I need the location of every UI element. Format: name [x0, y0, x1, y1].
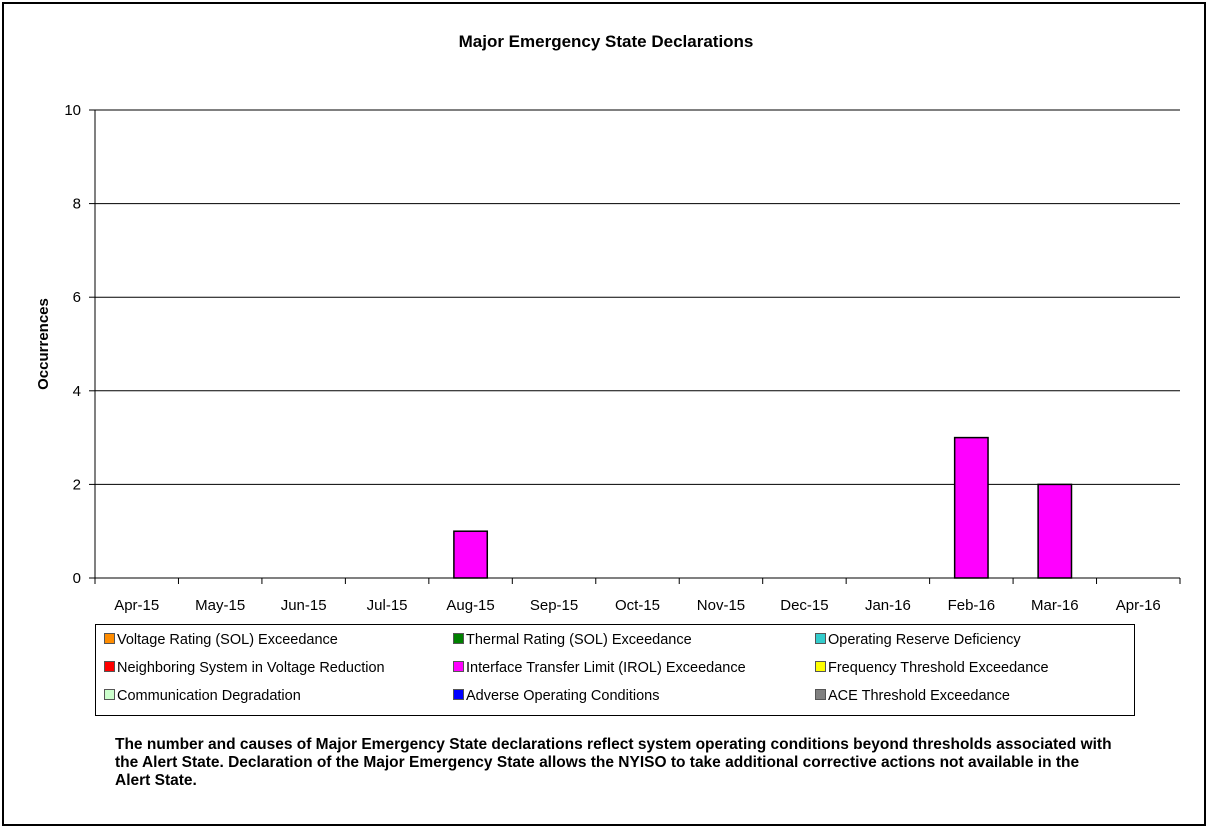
x-tick-label: Feb-16: [948, 597, 996, 614]
legend-swatch: [815, 661, 826, 672]
legend-item: Neighboring System in Voltage Reduction: [104, 659, 385, 677]
legend-label: Thermal Rating (SOL) Exceedance: [466, 632, 692, 648]
y-axis-label: Occurrences: [35, 298, 52, 390]
legend-label: Neighboring System in Voltage Reduction: [117, 660, 385, 676]
y-tick-label: 4: [73, 383, 81, 400]
x-tick-label: Mar-16: [1031, 597, 1079, 614]
x-tick-label: Nov-15: [697, 597, 745, 614]
y-tick-label: 0: [73, 570, 81, 587]
legend-item: Thermal Rating (SOL) Exceedance: [453, 631, 692, 649]
legend-swatch: [104, 689, 115, 700]
bar: [953, 436, 989, 579]
y-tick-label: 8: [73, 196, 81, 213]
y-tick-label: 2: [73, 476, 81, 493]
legend-item: Operating Reserve Deficiency: [815, 631, 1021, 649]
legend-item: Voltage Rating (SOL) Exceedance: [104, 631, 338, 649]
chart-footnote: The number and causes of Major Emergency…: [115, 736, 1112, 789]
legend-swatch: [453, 689, 464, 700]
y-tick-label: 10: [64, 102, 81, 119]
legend-label: ACE Threshold Exceedance: [828, 688, 1010, 704]
legend-item: Frequency Threshold Exceedance: [815, 659, 1049, 677]
legend-label: Frequency Threshold Exceedance: [828, 660, 1049, 676]
legend-swatch: [104, 661, 115, 672]
legend-label: Communication Degradation: [117, 688, 301, 704]
legend-item: Adverse Operating Conditions: [453, 687, 659, 705]
x-tick-label: Dec-15: [780, 597, 828, 614]
y-tick-label: 6: [73, 289, 81, 306]
x-tick-label: Jul-15: [367, 597, 408, 614]
legend-swatch: [104, 633, 115, 644]
x-tick-label: Jan-16: [865, 597, 911, 614]
chart-title: Major Emergency State Declarations: [458, 32, 754, 51]
legend-item: Communication Degradation: [104, 687, 301, 705]
x-tick-label: Sep-15: [530, 597, 578, 614]
x-tick-label: May-15: [195, 597, 245, 614]
x-tick-label: Jun-15: [281, 597, 327, 614]
x-tick-label: Aug-15: [446, 597, 494, 614]
legend-item: Interface Transfer Limit (IROL) Exceedan…: [453, 659, 746, 677]
bar-chart: 0 2 4 6 8 10 Apr-15 May-15 Jun-15 Jul-15 Aug-15 Sep…: [35, 102, 1181, 614]
legend-swatch: [453, 633, 464, 644]
legend-label: Voltage Rating (SOL) Exceedance: [117, 632, 338, 648]
legend-swatch: [453, 661, 464, 672]
legend-swatch: [815, 689, 826, 700]
bar: [453, 530, 489, 579]
legend-swatch: [815, 633, 826, 644]
legend-label: Adverse Operating Conditions: [466, 688, 660, 704]
x-tick-label: Apr-16: [1116, 597, 1161, 614]
bar: [1037, 483, 1073, 579]
legend-label: Operating Reserve Deficiency: [828, 632, 1021, 648]
x-tick-label: Oct-15: [615, 597, 660, 614]
x-tick-label: Apr-15: [114, 597, 159, 614]
legend-item: ACE Threshold Exceedance: [815, 687, 1010, 705]
chart-legend: Voltage Rating (SOL) Exceedance Thermal R…: [95, 624, 1135, 716]
legend-label: Interface Transfer Limit (IROL) Exceedan…: [466, 660, 746, 676]
